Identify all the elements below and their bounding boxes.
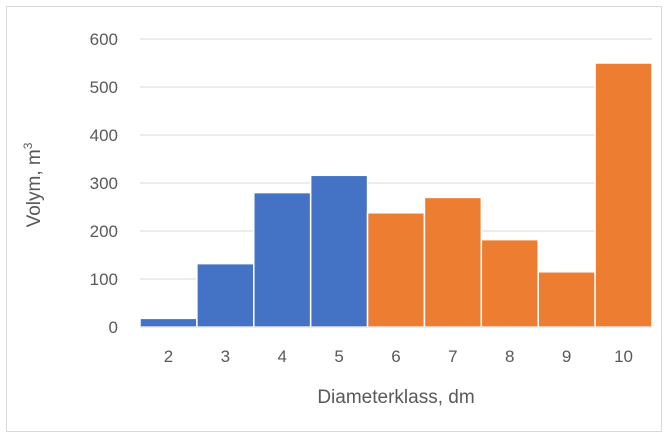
y-tick-labels: 0 100 200 300 400 500 600 [90, 30, 118, 337]
x-tick-label: 10 [614, 347, 633, 366]
y-tick-label: 200 [90, 222, 118, 241]
x-axis-label: Diameterklass, dm [317, 387, 474, 408]
x-tick-labels: 2 3 4 5 6 7 8 9 10 [164, 347, 633, 366]
y-tick-label: 600 [90, 30, 118, 49]
y-tick-label: 400 [90, 126, 118, 145]
bar-7 [423, 196, 483, 328]
y-axis-label: Volym, m3 [21, 142, 45, 227]
bars [139, 62, 653, 328]
y-axis-label-main: Volym, m [24, 149, 45, 227]
x-tick-label: 4 [277, 347, 286, 366]
x-tick-label: 8 [505, 347, 514, 366]
y-tick-label: 0 [109, 318, 118, 337]
bar-4 [253, 191, 312, 328]
bar-5 [309, 174, 369, 328]
x-tick-label: 5 [334, 347, 343, 366]
y-axis-label-superscript: 3 [21, 142, 35, 149]
x-tick-label: 2 [164, 347, 173, 366]
y-tick-label: 100 [90, 270, 118, 289]
x-tick-label: 6 [391, 347, 400, 366]
x-tick-label: 7 [448, 347, 457, 366]
bar-6 [366, 212, 426, 328]
x-tick-label: 3 [221, 347, 230, 366]
y-tick-label: 300 [90, 174, 118, 193]
bar-9 [537, 271, 596, 328]
bar-10 [594, 62, 653, 328]
bar-8 [480, 238, 539, 328]
x-tick-label: 9 [562, 347, 571, 366]
bar-2 [139, 317, 198, 328]
y-tick-label: 500 [90, 78, 118, 97]
bar-3 [196, 262, 255, 328]
